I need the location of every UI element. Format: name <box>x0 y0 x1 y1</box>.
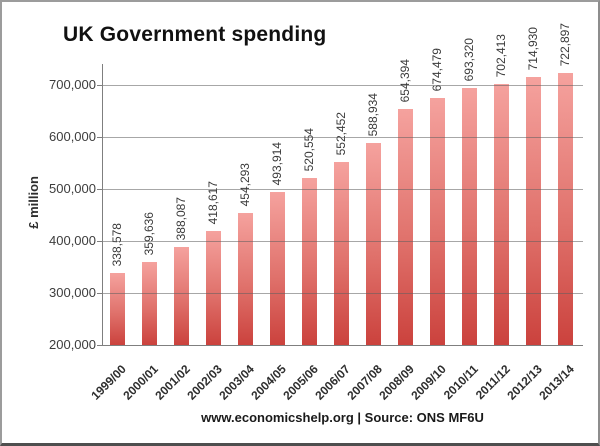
chart-title: UK Government spending <box>63 23 327 46</box>
bar-value-label: 654,394 <box>398 58 412 102</box>
y-axis-tick <box>97 241 103 242</box>
bar-2002/03 <box>206 231 221 345</box>
x-axis-line <box>102 345 583 346</box>
bar-value-label: 388,087 <box>174 196 188 240</box>
bar-value-label: 520,554 <box>302 127 316 171</box>
gridline <box>102 137 583 138</box>
y-axis-tick-label: 700,000 <box>49 77 96 92</box>
y-axis-line <box>102 64 103 346</box>
bar-value-label: 359,636 <box>142 211 156 255</box>
gridline <box>102 85 583 86</box>
y-axis-tick <box>97 345 103 346</box>
bar-value-label: 714,930 <box>526 26 540 70</box>
bar-2007/08 <box>366 143 381 345</box>
y-axis-tick <box>97 293 103 294</box>
bar-value-label: 722,897 <box>558 22 572 66</box>
bar-value-label: 454,293 <box>238 162 252 206</box>
bar-2003/04 <box>238 213 253 345</box>
bar-value-label: 552,452 <box>334 111 348 155</box>
bar-2008/09 <box>398 109 413 345</box>
bar-value-label: 693,320 <box>462 37 476 81</box>
bar-value-label: 418,617 <box>206 180 220 224</box>
bar-value-label: 588,934 <box>366 92 380 136</box>
y-axis-tick-label: 300,000 <box>49 285 96 300</box>
bar-2006/07 <box>334 162 349 345</box>
bar-2000/01 <box>142 262 157 345</box>
y-axis-tick-label: 500,000 <box>49 181 96 196</box>
bar-2004/05 <box>270 192 285 345</box>
bar-2009/10 <box>430 98 445 345</box>
y-axis-tick <box>97 189 103 190</box>
y-axis-tick <box>97 137 103 138</box>
bar-2010/11 <box>462 88 477 345</box>
bar-value-label: 702,413 <box>494 33 508 77</box>
bar-2011/12 <box>494 84 509 345</box>
y-axis-tick-label: 400,000 <box>49 233 96 248</box>
bar-2013/14 <box>558 73 573 345</box>
bar-2005/06 <box>302 178 317 345</box>
gridline <box>102 293 583 294</box>
y-axis-tick-label: 600,000 <box>49 129 96 144</box>
bar-2012/13 <box>526 77 541 345</box>
bar-value-label: 493,914 <box>270 141 284 185</box>
y-axis-tick-label: 200,000 <box>49 337 96 352</box>
bar-2001/02 <box>174 247 189 345</box>
gridline <box>102 241 583 242</box>
bar-value-label: 338,578 <box>110 222 124 266</box>
y-axis-tick <box>97 85 103 86</box>
source-note: www.economicshelp.org | Source: ONS MF6U <box>201 410 484 425</box>
gridline <box>102 189 583 190</box>
bar-1999/00 <box>110 273 125 345</box>
